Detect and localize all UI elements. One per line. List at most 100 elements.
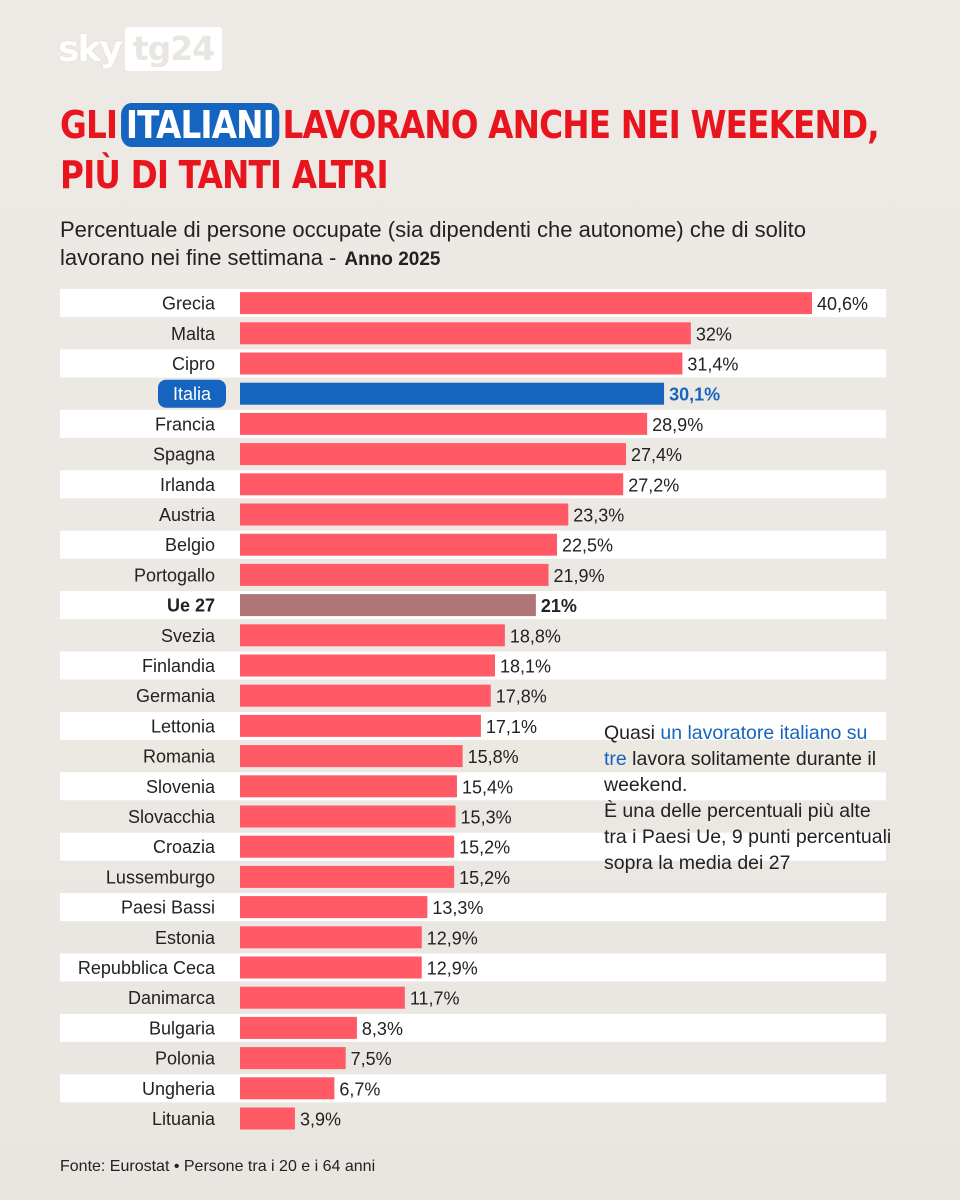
value-label: 15,3%	[461, 808, 512, 828]
category-label: Bulgaria	[149, 1018, 216, 1038]
bar-portogallo	[240, 563, 549, 586]
bar-grecia	[240, 292, 812, 315]
bar-ue-27	[240, 594, 536, 617]
value-label: 11,7%	[410, 989, 460, 1009]
value-label: 15,2%	[459, 838, 510, 858]
bar-lussemburgo	[240, 865, 455, 888]
value-label: 23,3%	[573, 506, 624, 526]
category-label: Croazia	[153, 837, 216, 857]
row-band	[60, 953, 886, 982]
bar-belgio	[240, 533, 557, 556]
category-label: Slovacchia	[128, 807, 216, 827]
row-band	[60, 1013, 886, 1042]
bar-spagna	[240, 443, 627, 466]
subtitle-text: Percentuale di persone occupate (sia dip…	[60, 217, 807, 270]
bar-malta	[240, 322, 691, 345]
callout-text: Quasi un lavoratore italiano su tre lavo…	[604, 720, 894, 876]
value-label: 21,9%	[554, 566, 605, 586]
value-label: 18,8%	[510, 626, 561, 646]
value-label: 40,6%	[817, 294, 868, 314]
category-label: Lituania	[152, 1109, 216, 1129]
category-label: Svezia	[161, 626, 216, 646]
category-label: Lettonia	[151, 716, 216, 736]
bar-polonia	[240, 1047, 346, 1070]
chart-subtitle: Percentuale di persone occupate (sia dip…	[60, 216, 880, 274]
category-label: Cipro	[172, 354, 215, 374]
logo-tg24: tg24	[124, 27, 223, 71]
title-line2: PIÙ DI TANTI ALTRI	[60, 153, 389, 197]
category-label: Estonia	[155, 928, 216, 948]
value-label: 30,1%	[669, 385, 720, 405]
category-label: Francia	[155, 414, 216, 434]
subtitle-year: Anno 2025	[344, 249, 441, 270]
bar-danimarca	[240, 986, 405, 1009]
value-label: 28,9%	[652, 415, 703, 435]
value-label: 27,4%	[631, 445, 682, 465]
category-label: Romania	[143, 747, 216, 767]
value-label: 6,7%	[339, 1079, 380, 1099]
bar-cipro	[240, 352, 683, 375]
bar-austria	[240, 503, 569, 526]
category-label: Belgio	[165, 535, 215, 555]
category-label: Germania	[136, 686, 216, 706]
value-label: 17,8%	[496, 687, 547, 707]
bar-romania	[240, 745, 463, 768]
callout-t1: Quasi	[604, 722, 661, 744]
category-label: Spagna	[153, 445, 216, 465]
bar-croazia	[240, 835, 455, 858]
category-label: Paesi Bassi	[121, 898, 215, 918]
bar-lettonia	[240, 714, 481, 737]
value-label: 17,1%	[486, 717, 537, 737]
bar-repubblica-ceca	[240, 956, 422, 979]
category-label: Polonia	[155, 1049, 216, 1069]
row-band	[60, 893, 886, 922]
callout-t3: lavora solitamente durante il weekend.	[604, 748, 877, 796]
category-label: Italia	[173, 384, 212, 404]
bar-estonia	[240, 926, 422, 949]
skytg24-logo: sky tg24	[58, 26, 223, 72]
value-label: 27,2%	[628, 475, 679, 495]
value-label: 32%	[696, 324, 732, 344]
logo-sky: sky	[58, 28, 123, 70]
bar-svezia	[240, 624, 505, 647]
source-note: Fonte: Eurostat • Persone tra i 20 e i 6…	[60, 1158, 376, 1175]
bar-slovenia	[240, 775, 457, 798]
category-label: Malta	[171, 324, 216, 344]
bar-italia	[240, 382, 665, 405]
bar-slovacchia	[240, 805, 456, 828]
row-band	[60, 832, 886, 861]
bar-francia	[240, 412, 648, 435]
category-label: Austria	[159, 505, 216, 525]
value-label: 18,1%	[500, 657, 551, 677]
category-label: Finlandia	[142, 656, 216, 676]
value-label: 31,4%	[687, 355, 738, 375]
title-post: LAVORANO ANCHE NEI WEEKEND,	[282, 103, 880, 147]
callout-t4: È una delle percentuali più alte tra i P…	[604, 800, 892, 874]
value-label: 21%	[541, 596, 577, 616]
title-highlight: ITALIANI	[120, 103, 280, 147]
category-label: Grecia	[162, 294, 216, 314]
category-label: Danimarca	[128, 988, 216, 1008]
highlight-label-pill	[158, 379, 226, 408]
category-label: Irlanda	[160, 475, 216, 495]
bar-bulgaria	[240, 1016, 357, 1039]
bar-ungheria	[240, 1077, 335, 1100]
callout-highlight: un lavoratore italiano su tre	[604, 722, 868, 770]
category-label: Portogallo	[134, 565, 215, 585]
bar-irlanda	[240, 473, 624, 496]
page-title: GLI ITALIANI LAVORANO ANCHE NEI WEEKEND, P…	[60, 100, 880, 200]
value-label: 7,5%	[351, 1049, 392, 1069]
value-label: 15,4%	[462, 777, 513, 797]
bar-germania	[240, 684, 491, 707]
value-label: 12,9%	[427, 959, 478, 979]
value-label: 8,3%	[362, 1019, 403, 1039]
category-label: Ungheria	[142, 1079, 216, 1099]
value-label: 22,5%	[562, 536, 613, 556]
bar-lituania	[240, 1107, 295, 1130]
row-band	[60, 772, 886, 801]
category-label: Lussemburgo	[106, 867, 215, 887]
bar-paesi-bassi	[240, 896, 428, 919]
category-label: Slovenia	[146, 777, 216, 797]
bar-finlandia	[240, 654, 496, 677]
